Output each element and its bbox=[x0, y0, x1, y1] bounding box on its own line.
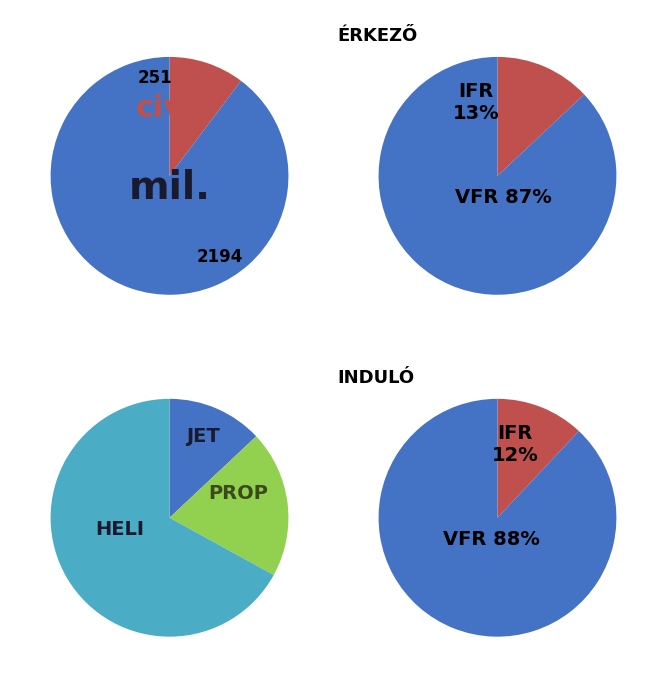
Wedge shape bbox=[169, 399, 256, 517]
Text: ÉRKEZŐ: ÉRKEZŐ bbox=[337, 27, 417, 45]
Text: JET: JET bbox=[186, 428, 219, 446]
Wedge shape bbox=[379, 399, 616, 636]
Wedge shape bbox=[379, 57, 616, 294]
Wedge shape bbox=[169, 437, 288, 575]
Text: HELI: HELI bbox=[95, 520, 144, 539]
Wedge shape bbox=[169, 57, 241, 176]
Text: VFR 88%: VFR 88% bbox=[443, 530, 540, 549]
Text: PROP: PROP bbox=[209, 484, 268, 503]
Text: 2194: 2194 bbox=[196, 248, 243, 266]
Text: 251: 251 bbox=[138, 69, 173, 87]
Text: civ: civ bbox=[136, 94, 184, 122]
Text: mil.: mil. bbox=[129, 169, 211, 207]
Text: IFR
13%: IFR 13% bbox=[453, 82, 500, 122]
Text: VFR 87%: VFR 87% bbox=[455, 188, 552, 207]
Wedge shape bbox=[498, 57, 584, 176]
Wedge shape bbox=[51, 399, 273, 636]
Wedge shape bbox=[51, 57, 288, 294]
Text: INDULÓ: INDULÓ bbox=[337, 369, 414, 387]
Text: IFR
12%: IFR 12% bbox=[492, 424, 539, 464]
Wedge shape bbox=[498, 399, 579, 517]
